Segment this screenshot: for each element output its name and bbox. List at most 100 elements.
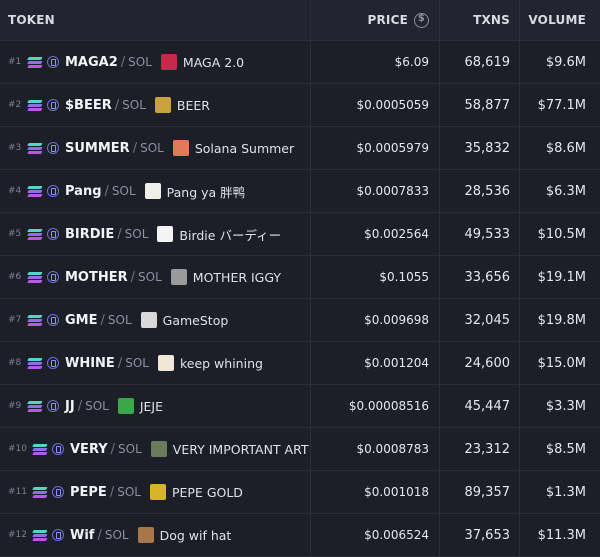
rank-label: #11 [8, 487, 27, 497]
quote-symbol: SOL [85, 399, 109, 413]
token-logo-icon [140, 312, 157, 328]
quote-symbol: SOL [118, 442, 142, 456]
pair-separator: / [114, 97, 120, 113]
rank-label: #3 [8, 143, 22, 153]
token-symbol: MAGA2 [65, 54, 118, 70]
token-logo-icon [157, 226, 174, 242]
solana-chain-icon [27, 185, 43, 197]
price-cell: $0.0005979 [311, 127, 440, 169]
token-cell[interactable]: #6 MOTHER / SOL MOTHER IGGY [0, 256, 311, 298]
token-symbol: Pang [65, 183, 102, 199]
token-cell[interactable]: #7 GME / SOL GameStop [0, 299, 311, 341]
solana-chain-icon [27, 400, 43, 412]
pair-separator: / [120, 54, 126, 70]
raydium-dex-icon [52, 529, 64, 541]
token-cell[interactable]: #11 PEPE / SOL PEPE GOLD [0, 471, 311, 513]
rank-label: #6 [8, 272, 22, 282]
table-header: TOKEN PRICE $ TXNS VOLUME [0, 0, 600, 41]
table-row[interactable]: #2 $BEER / SOL BEER $0.0005059 58,877 $77.1M [0, 84, 600, 127]
rank-label: #1 [8, 57, 22, 67]
raydium-dex-icon [47, 271, 59, 283]
txns-cell: 45,447 [440, 385, 520, 427]
token-symbol: PEPE [70, 484, 107, 500]
price-cell: $0.002564 [311, 213, 440, 255]
raydium-dex-icon [47, 99, 59, 111]
table-row[interactable]: #6 MOTHER / SOL MOTHER IGGY $0.1055 33,656 $19.… [0, 256, 600, 299]
raydium-dex-icon [52, 486, 64, 498]
pair-separator: / [100, 312, 105, 328]
token-cell[interactable]: #2 $BEER / SOL BEER [0, 84, 311, 126]
table-row[interactable]: #3 SUMMER / SOL Solana Summer $0.0005979 35,83… [0, 127, 600, 170]
table-row[interactable]: #8 WHINE / SOL keep whining $0.001204 24,600 $1… [0, 342, 600, 385]
volume-cell: $9.6M [545, 54, 586, 70]
token-logo-icon [117, 398, 134, 414]
token-cell[interactable]: #4 Pang / SOL Pang ya 胖鸭 [0, 170, 311, 212]
quote-symbol: SOL [138, 270, 162, 284]
raydium-dex-icon [47, 185, 59, 197]
table-row[interactable]: #11 PEPE / SOL PEPE GOLD $0.001018 89,357 $1.3M [0, 471, 600, 514]
rank-label: #4 [8, 186, 22, 196]
header-token[interactable]: TOKEN [0, 0, 311, 40]
table-row[interactable]: #5 BIRDIE / SOL Birdie バーディー $0.002564 49,533 $… [0, 213, 600, 256]
table-row[interactable]: #4 Pang / SOL Pang ya 胖鸭 $0.0007833 28,536 $6.3… [0, 170, 600, 213]
table-row[interactable]: #10 VERY / SOL VERY IMPORTANT ART $0.0008783 2… [0, 428, 600, 471]
table-row[interactable]: #12 Wif / SOL Dog wif hat $0.006524 37,653 $11.… [0, 514, 600, 557]
solana-chain-icon [32, 529, 48, 541]
token-name: VERY IMPORTANT ART [172, 441, 309, 457]
header-volume[interactable]: VOLUME [520, 0, 600, 40]
price-cell: $0.0008783 [311, 428, 440, 470]
volume-cell: $10.5M [537, 226, 586, 242]
token-logo-icon [149, 484, 166, 500]
price-cell: $0.00008516 [311, 385, 440, 427]
price-cell: $0.001018 [311, 471, 440, 513]
txns-cell: 33,656 [440, 256, 520, 298]
token-cell[interactable]: #5 BIRDIE / SOL Birdie バーディー [0, 213, 311, 255]
token-cell[interactable]: #3 SUMMER / SOL Solana Summer [0, 127, 311, 169]
token-name: Birdie バーディー [179, 227, 282, 243]
solana-chain-icon [27, 228, 43, 240]
pair-separator: / [77, 398, 83, 414]
table-row[interactable]: #7 GME / SOL GameStop $0.009698 32,045 $19.8M [0, 299, 600, 342]
currency-toggle-icon[interactable]: $ [414, 12, 429, 28]
table-row[interactable]: #1 MAGA2/SOL MAGA 2.0 $6.09 68,619 $9.6M [0, 41, 600, 84]
token-cell[interactable]: #10 VERY / SOL VERY IMPORTANT ART [0, 428, 311, 470]
txns-cell: 24,600 [440, 342, 520, 384]
pair-separator: / [109, 484, 115, 500]
volume-cell: $6.3M [545, 183, 586, 199]
token-logo-icon [170, 269, 187, 285]
txns-cell: 68,619 [440, 41, 520, 83]
volume-cell: $11.3M [537, 527, 586, 543]
quote-symbol: SOL [124, 227, 149, 241]
header-txns[interactable]: TXNS [440, 0, 520, 40]
token-symbol: Wif [70, 527, 95, 543]
header-txns-label: TXNS [473, 13, 510, 27]
txns-cell: 37,653 [440, 514, 520, 556]
price-cell: $6.09 [311, 41, 440, 83]
token-cell[interactable]: #1 MAGA2/SOL MAGA 2.0 [0, 41, 311, 83]
rank-label: #2 [8, 100, 22, 110]
raydium-dex-icon [52, 443, 64, 455]
token-name: Pang ya 胖鸭 [166, 184, 246, 200]
token-cell[interactable]: #12 Wif / SOL Dog wif hat [0, 514, 311, 556]
token-name: Solana Summer [194, 140, 295, 156]
token-cell[interactable]: #9 JJ / SOL JEJE [0, 385, 311, 427]
price-cell: $0.006524 [311, 514, 440, 556]
rank-label: #12 [8, 530, 27, 540]
raydium-dex-icon [47, 142, 59, 154]
token-symbol: $BEER [65, 97, 112, 113]
token-logo-icon [150, 441, 167, 457]
solana-chain-icon [32, 486, 48, 498]
txns-cell: 23,312 [440, 428, 520, 470]
txns-cell: 58,877 [440, 84, 520, 126]
header-price[interactable]: PRICE $ [311, 0, 440, 40]
txns-cell: 89,357 [440, 471, 520, 513]
token-name: Dog wif hat [159, 527, 232, 543]
token-logo-icon [144, 183, 161, 199]
table-row[interactable]: #9 JJ / SOL JEJE $0.00008516 45,447 $3.3M [0, 385, 600, 428]
token-cell[interactable]: #8 WHINE / SOL keep whining [0, 342, 311, 384]
txns-cell: 32,045 [440, 299, 520, 341]
volume-cell: $19.1M [537, 269, 586, 285]
pair-separator: / [104, 183, 109, 199]
price-cell: $0.1055 [311, 256, 440, 298]
raydium-dex-icon [47, 314, 59, 326]
